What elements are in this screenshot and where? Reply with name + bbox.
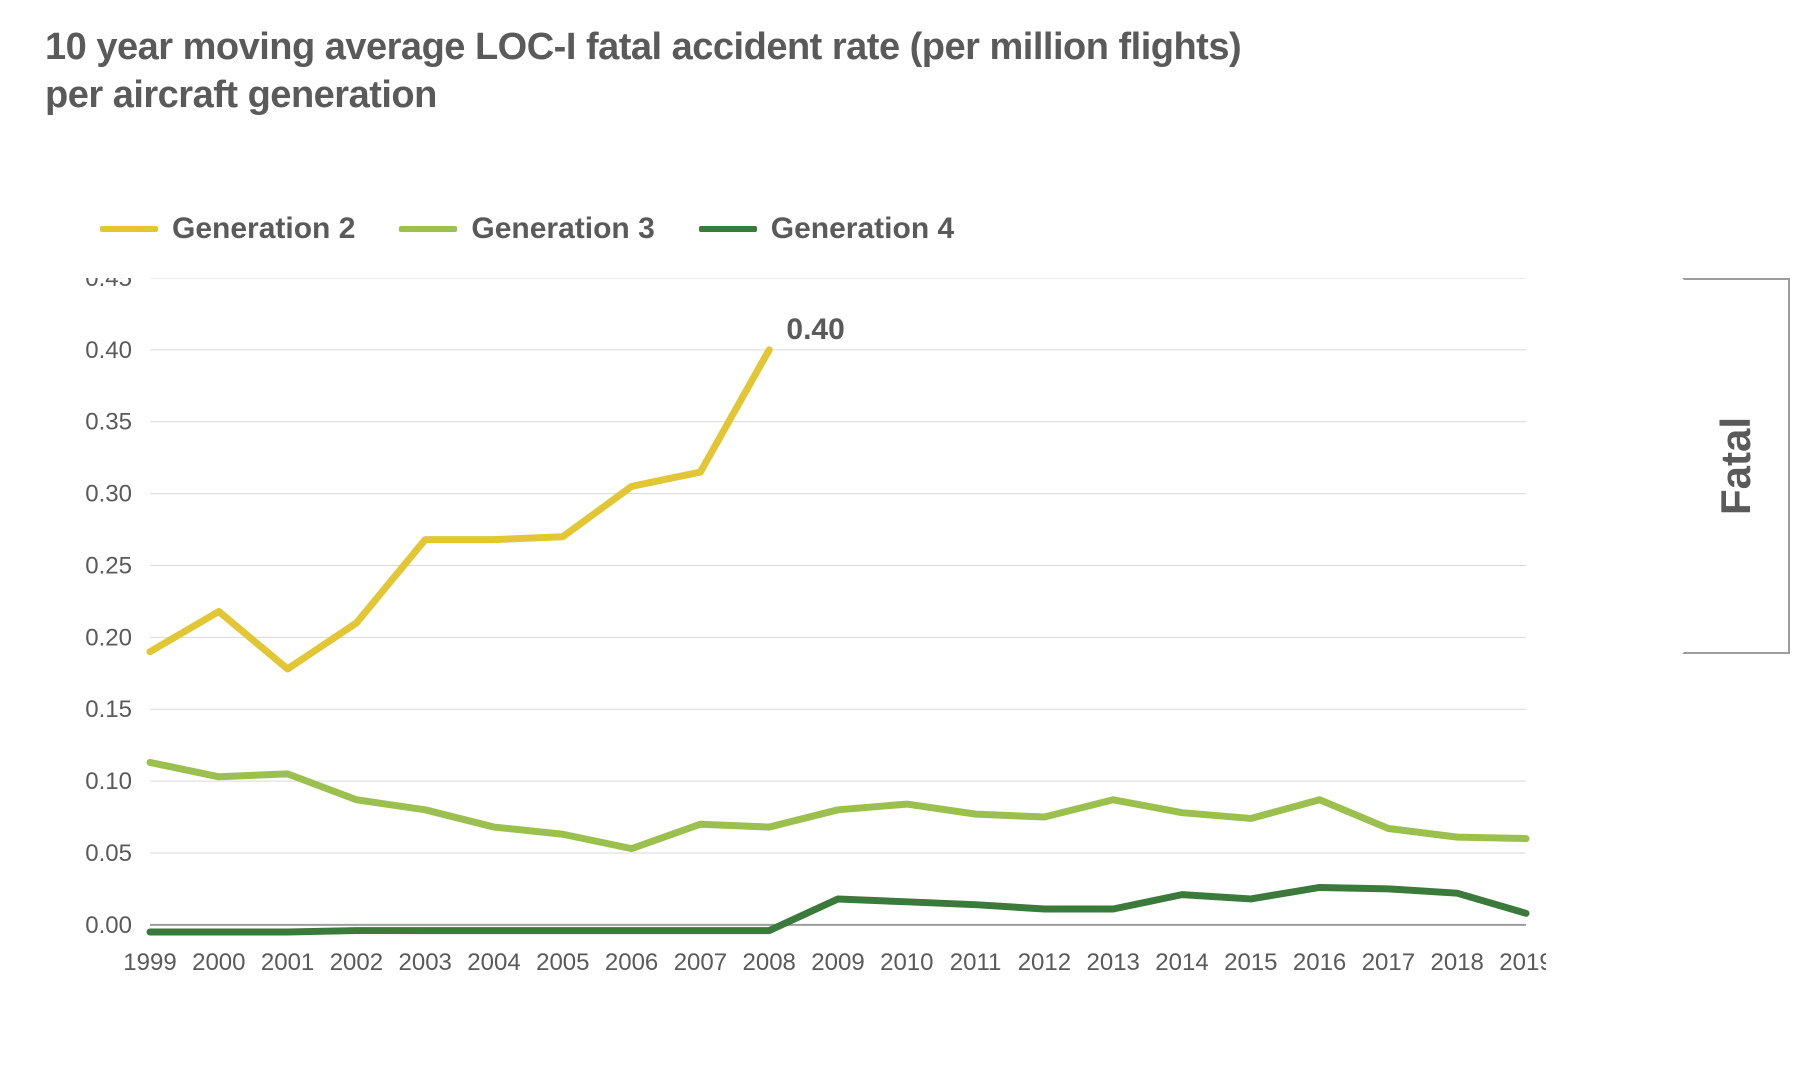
y-tick-label: 0.25	[85, 552, 132, 579]
legend-swatch-icon	[699, 226, 757, 232]
x-tick-label: 2004	[467, 949, 520, 976]
line-chart-svg: 0.00 0.05 0.10 0.15 0.20 0.25 0.30 0.35 0.40 0.45…	[40, 278, 1546, 992]
chart-plot-area: 0.00 0.05 0.10 0.15 0.20 0.25 0.30 0.35 0.40 0.45…	[40, 278, 1546, 992]
x-tick-label: 2016	[1293, 949, 1346, 976]
legend-label: Generation 4	[771, 212, 954, 246]
series-end-label: 0.40	[786, 313, 844, 346]
x-tick-label: 2003	[399, 949, 452, 976]
x-tick-label: 2006	[605, 949, 658, 976]
side-label-text: Fatal	[1712, 417, 1760, 515]
x-tick-label: 2013	[1087, 949, 1140, 976]
chart-title: 10 year moving average LOC-I fatal accid…	[45, 24, 1241, 119]
y-tick-label: 0.40	[85, 337, 132, 364]
x-tick-label: 2000	[192, 949, 245, 976]
y-tick-label: 0.05	[85, 840, 132, 867]
legend-swatch-icon	[399, 226, 457, 232]
y-tick-label: 0.35	[85, 409, 132, 436]
y-tick-label: 0.00	[85, 912, 132, 939]
legend-label: Generation 3	[471, 212, 654, 246]
x-tick-label: 2008	[743, 949, 796, 976]
y-tick-label: 0.15	[85, 696, 132, 723]
x-tick-label: 1999	[123, 949, 176, 976]
x-tick-label: 2007	[674, 949, 727, 976]
page-root: 10 year moving average LOC-I fatal accid…	[0, 0, 1818, 1090]
series-line	[150, 762, 1526, 848]
y-tick-label: 0.10	[85, 768, 132, 795]
series-line	[150, 350, 769, 669]
legend-swatch-icon	[100, 226, 158, 232]
y-tick-label: 0.45	[85, 278, 132, 292]
x-tick-label: 2017	[1362, 949, 1415, 976]
x-tick-label: 2010	[880, 949, 933, 976]
x-tick-label: 2002	[330, 949, 383, 976]
x-tick-label: 2009	[811, 949, 864, 976]
y-tick-label: 0.30	[85, 481, 132, 508]
x-tick-label: 2005	[536, 949, 589, 976]
x-tick-label: 2019	[1499, 949, 1546, 976]
side-label-box: Fatal	[1682, 278, 1790, 654]
x-tick-label: 2015	[1224, 949, 1277, 976]
y-tick-label: 0.20	[85, 624, 132, 651]
legend-label: Generation 2	[172, 212, 355, 246]
x-tick-label: 2018	[1431, 949, 1484, 976]
x-tick-label: 2011	[950, 949, 1002, 976]
x-tick-label: 2012	[1018, 949, 1071, 976]
legend-item-2: Generation 4	[699, 212, 954, 246]
legend-item-0: Generation 2	[100, 212, 355, 246]
x-tick-label: 2001	[261, 949, 314, 976]
chart-legend: Generation 2 Generation 3 Generation 4	[100, 212, 954, 246]
x-tick-label: 2014	[1155, 949, 1208, 976]
legend-item-1: Generation 3	[399, 212, 654, 246]
